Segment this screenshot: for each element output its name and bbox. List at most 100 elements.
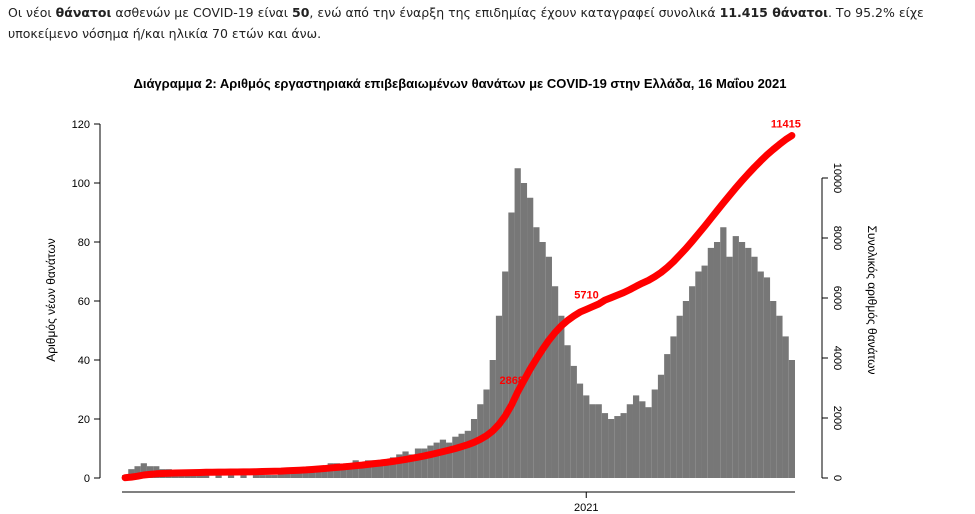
y-tick-label: 60 bbox=[78, 296, 90, 308]
bar bbox=[558, 315, 565, 478]
y2-tick-label: 6000 bbox=[831, 286, 843, 310]
bar bbox=[776, 315, 783, 478]
bar bbox=[365, 460, 372, 478]
bar bbox=[770, 301, 777, 478]
bar bbox=[464, 430, 471, 478]
bar bbox=[402, 451, 409, 478]
bar bbox=[738, 242, 746, 478]
bar bbox=[427, 445, 434, 478]
y-tick-label: 120 bbox=[72, 119, 90, 131]
bar bbox=[271, 475, 278, 478]
bar bbox=[564, 345, 571, 478]
bar bbox=[358, 463, 366, 478]
bar bbox=[539, 242, 546, 478]
bar bbox=[439, 439, 447, 478]
bar bbox=[551, 286, 559, 478]
bar bbox=[651, 389, 658, 478]
bar bbox=[520, 183, 528, 478]
bar bbox=[601, 413, 609, 478]
bar bbox=[751, 256, 758, 478]
y2-tick-label: 10000 bbox=[831, 163, 843, 194]
bar bbox=[284, 472, 291, 478]
text: 11.415 θάνατοι bbox=[719, 5, 828, 20]
bar bbox=[240, 475, 247, 478]
bar bbox=[695, 271, 702, 478]
y-tick-label: 40 bbox=[78, 355, 90, 367]
bar bbox=[321, 466, 328, 478]
bar bbox=[726, 256, 733, 478]
text: . Το 95.2% είχε υποκείμενο νόσημα ή/και … bbox=[8, 5, 924, 41]
bar bbox=[377, 463, 384, 478]
data-label: 5710 bbox=[574, 290, 598, 302]
bar bbox=[664, 354, 671, 478]
bar bbox=[676, 315, 683, 478]
bar bbox=[720, 227, 727, 478]
text: , ενώ από την έναρξη της επιδημίας έχουν… bbox=[309, 5, 720, 20]
bar bbox=[371, 460, 378, 478]
bar bbox=[227, 475, 235, 478]
bar bbox=[433, 442, 440, 478]
y2-tick-label: 4000 bbox=[831, 346, 843, 370]
bar bbox=[732, 236, 739, 478]
bar bbox=[383, 460, 390, 478]
y2-axis-label: Συνολικός αριθμός θανάτων bbox=[865, 225, 879, 374]
bar bbox=[670, 336, 677, 478]
bar bbox=[389, 457, 397, 478]
bar bbox=[302, 469, 309, 478]
bar bbox=[620, 413, 627, 478]
bar bbox=[757, 271, 764, 478]
chart-title: Διάγραμμα 2: Αριθμός εργαστηριακά επιβεβ… bbox=[133, 76, 786, 91]
bar bbox=[745, 247, 752, 478]
y2-tick-label: 8000 bbox=[831, 226, 843, 250]
bar bbox=[308, 469, 316, 478]
y-tick-label: 0 bbox=[84, 473, 90, 485]
y-tick-label: 80 bbox=[78, 237, 90, 249]
bar bbox=[508, 212, 515, 478]
bar bbox=[408, 454, 415, 478]
bar bbox=[184, 475, 191, 478]
bar bbox=[134, 466, 141, 478]
bar bbox=[682, 301, 690, 478]
text: 50 bbox=[292, 5, 310, 20]
bar bbox=[196, 475, 204, 478]
y2-tick-label: 2000 bbox=[831, 406, 843, 430]
bar bbox=[657, 374, 665, 478]
bar bbox=[259, 475, 266, 478]
bar bbox=[346, 463, 353, 478]
bar bbox=[140, 463, 147, 478]
bar bbox=[215, 475, 222, 478]
bar bbox=[203, 475, 210, 478]
bar bbox=[589, 404, 596, 478]
y-axis-label: Αριθμός νέων θανάτων bbox=[44, 238, 58, 361]
bar bbox=[414, 448, 422, 478]
bar bbox=[713, 242, 721, 478]
bar bbox=[639, 401, 646, 478]
bar bbox=[290, 472, 297, 478]
bar bbox=[632, 395, 640, 478]
bar bbox=[763, 277, 771, 478]
text: θάνατοι bbox=[55, 5, 112, 20]
bar bbox=[396, 454, 403, 478]
bar bbox=[527, 197, 534, 478]
x-tick-label: 2021 bbox=[574, 502, 598, 514]
text: ασθενών με COVID-19 είναι bbox=[111, 5, 292, 20]
bar bbox=[446, 442, 453, 478]
bar bbox=[470, 419, 478, 478]
bar bbox=[701, 265, 708, 478]
bar bbox=[595, 404, 602, 478]
data-label: 2868 bbox=[499, 375, 523, 387]
bar bbox=[190, 475, 197, 478]
bar bbox=[645, 407, 652, 478]
bar bbox=[608, 419, 615, 478]
cumulative-line bbox=[121, 132, 796, 482]
bar bbox=[252, 475, 260, 478]
bar bbox=[782, 336, 789, 478]
bar bbox=[495, 315, 503, 478]
bar bbox=[265, 475, 272, 478]
bar bbox=[707, 247, 714, 478]
bar bbox=[277, 472, 285, 478]
bar bbox=[502, 271, 509, 478]
y-tick-label: 100 bbox=[72, 178, 90, 190]
